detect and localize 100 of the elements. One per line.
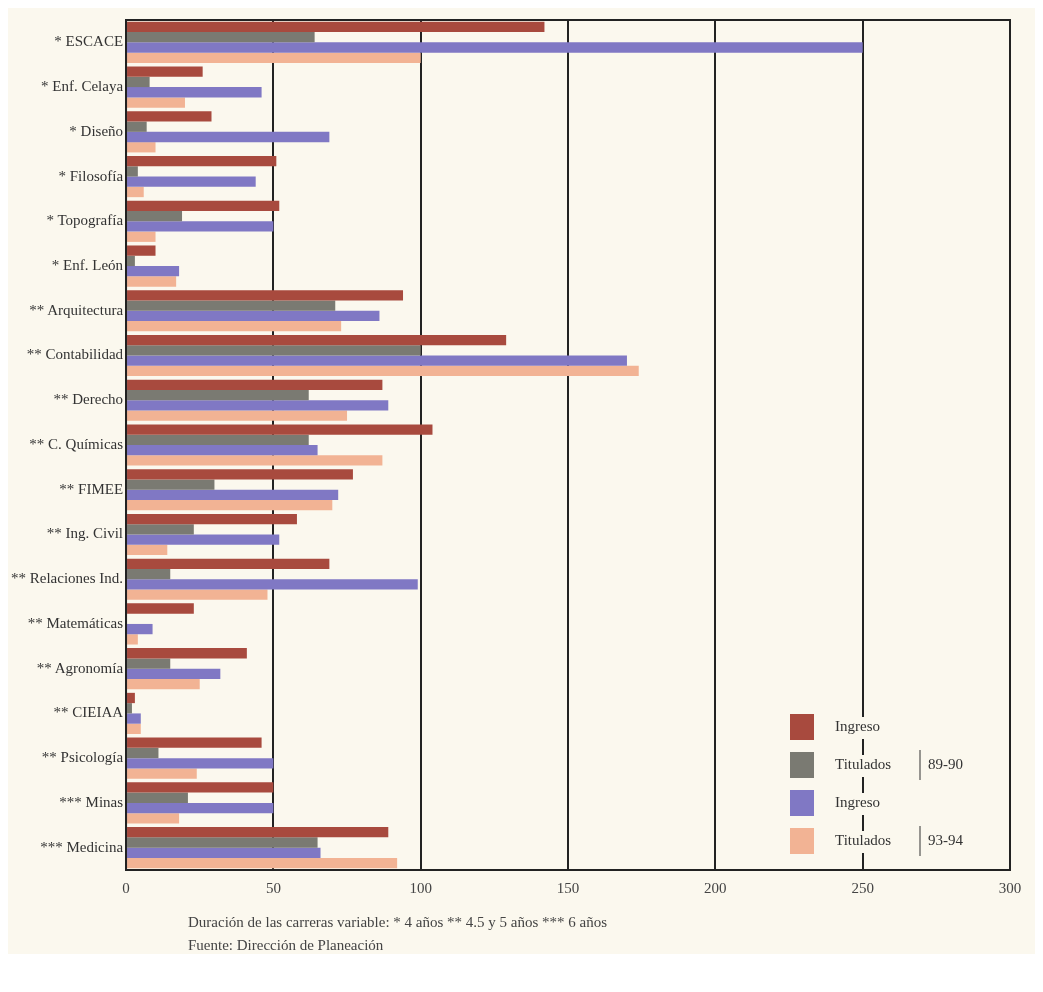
bar (127, 455, 383, 466)
bar (127, 782, 274, 793)
bar (127, 658, 171, 669)
y-tick-label: ** Psicología (41, 749, 124, 766)
bar (127, 131, 330, 143)
bar (127, 634, 138, 645)
bar (127, 76, 150, 88)
y-tick-label: * Enf. Celaya (40, 78, 124, 95)
bar (127, 142, 156, 153)
y-tick-label: * Filosofía (58, 167, 124, 184)
x-tick-label: 150 (556, 879, 580, 896)
bar (127, 200, 280, 212)
bar (127, 847, 321, 858)
y-tick-label: ** Ing. Civil (46, 525, 124, 542)
bar (127, 792, 188, 803)
bar (127, 747, 159, 759)
bar (127, 176, 256, 187)
bar (127, 186, 144, 198)
bar (127, 589, 268, 600)
bar (127, 623, 153, 635)
bar (127, 389, 309, 401)
legend-label: Titulados (835, 831, 892, 848)
bar (127, 87, 262, 98)
bar (127, 379, 383, 390)
bar (127, 813, 180, 824)
y-tick-label: ** C. Químicas (29, 435, 124, 452)
bar (127, 758, 274, 769)
bar (127, 489, 339, 501)
bar (127, 97, 185, 108)
bar (127, 802, 274, 814)
x-tick-label: 200 (704, 879, 727, 896)
bar (127, 857, 398, 869)
y-tick-label: * ESCACE (54, 33, 124, 50)
bar (127, 211, 183, 222)
bar (127, 290, 404, 301)
y-tick-label: ** Matemáticas (27, 614, 124, 631)
bar (127, 648, 247, 659)
bar (127, 479, 215, 490)
legend-label: Ingreso (835, 793, 880, 810)
bar (127, 445, 318, 456)
bar (127, 513, 297, 525)
bar (127, 768, 197, 779)
bar (127, 410, 348, 421)
bar (127, 424, 433, 435)
bar (127, 703, 132, 714)
bar (127, 111, 212, 122)
bar (127, 524, 194, 535)
y-tick-label: * Diseño (69, 122, 124, 139)
annotation: 89-90 (928, 755, 963, 772)
bar (127, 21, 545, 33)
bar (127, 668, 221, 679)
bar (127, 558, 330, 569)
bar (127, 678, 200, 690)
bar (127, 827, 389, 838)
bar (127, 300, 336, 311)
bar (127, 544, 168, 556)
y-tick-label: *** Minas (59, 793, 124, 810)
bar (127, 276, 177, 287)
bar (127, 469, 353, 480)
legend-label: Titulados (835, 755, 892, 772)
y-tick-label: ** Relaciones Ind. (10, 570, 124, 587)
bar (127, 345, 421, 356)
bar (127, 231, 156, 242)
y-tick-label: * Topografía (46, 212, 124, 229)
y-tick-label: * Enf. León (51, 256, 124, 273)
y-tick-label: ** FIMEE (59, 480, 124, 497)
x-tick-label: 300 (998, 879, 1022, 896)
bar (127, 32, 315, 43)
x-tick-label: 50 (265, 879, 281, 896)
x-tick-label: 100 (409, 879, 432, 896)
bar (127, 221, 274, 232)
y-tick-label: ** Agronomía (36, 659, 124, 676)
y-tick-label: ** CIEIAA (53, 704, 124, 721)
bar (127, 42, 863, 53)
bar (127, 66, 203, 77)
bar (127, 121, 147, 132)
bar (127, 713, 141, 724)
bar (127, 534, 280, 545)
bar (127, 579, 418, 590)
bar (127, 156, 277, 167)
bar (127, 166, 138, 177)
bar (127, 692, 135, 704)
bar (127, 321, 342, 332)
y-tick-label: ** Contabilidad (26, 346, 124, 363)
bar (127, 603, 194, 614)
y-tick-label: ** Arquitectura (29, 301, 124, 318)
bar (127, 245, 156, 256)
bar (127, 434, 309, 445)
bar (127, 568, 171, 580)
bar (127, 737, 262, 748)
bar (127, 334, 507, 346)
y-tick-label: *** Medicina (40, 838, 124, 855)
x-tick-label: 0 (122, 879, 130, 896)
bar (127, 400, 389, 411)
bar (127, 723, 141, 734)
bar (127, 310, 380, 322)
annotation: 93-94 (928, 831, 964, 848)
legend-label: Ingreso (835, 717, 880, 734)
x-tick-label: 250 (851, 879, 874, 896)
bar (127, 266, 180, 277)
